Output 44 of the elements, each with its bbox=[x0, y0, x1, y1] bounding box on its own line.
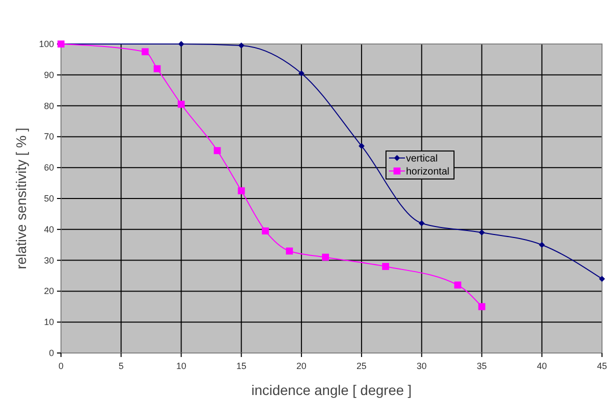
point bbox=[214, 147, 221, 154]
point bbox=[454, 282, 462, 289]
x-tick-label: 10 bbox=[176, 361, 186, 371]
x-tick-label: 15 bbox=[236, 361, 246, 371]
point bbox=[358, 142, 365, 149]
point bbox=[238, 187, 245, 194]
y-tick-label: 30 bbox=[44, 255, 54, 266]
x-axis-title: incidence angle [ degree ] bbox=[251, 382, 412, 398]
y-tick-label: 50 bbox=[44, 194, 54, 204]
y-tick-label: 80 bbox=[44, 100, 54, 111]
point bbox=[599, 276, 605, 282]
point bbox=[142, 48, 149, 56]
point bbox=[154, 65, 161, 72]
y-axis-title: relative sensitivity [ % ] bbox=[13, 128, 29, 270]
x-tick-label: 0 bbox=[58, 361, 64, 371]
legend-label: vertical bbox=[406, 154, 438, 164]
point bbox=[322, 254, 329, 261]
point bbox=[538, 242, 545, 248]
point bbox=[298, 70, 304, 76]
y-tick-label: 100 bbox=[38, 39, 54, 49]
point bbox=[262, 227, 269, 234]
y-tick-label: 40 bbox=[44, 224, 54, 234]
y-tick-label: 60 bbox=[44, 162, 54, 173]
point bbox=[286, 248, 293, 255]
x-tick-label: 35 bbox=[476, 361, 487, 371]
x-tick-label: 5 bbox=[118, 361, 124, 371]
y-tick-label: 20 bbox=[44, 286, 54, 296]
point bbox=[418, 220, 425, 226]
x-tick-label: 45 bbox=[596, 361, 608, 371]
point bbox=[382, 262, 390, 270]
y-tick-label: 70 bbox=[44, 132, 54, 142]
legend-label: horizontal bbox=[406, 166, 450, 178]
x-tick-label: 40 bbox=[536, 361, 547, 371]
point bbox=[178, 41, 184, 47]
point bbox=[478, 229, 485, 236]
point bbox=[478, 303, 486, 310]
point bbox=[238, 42, 244, 49]
x-tick-label: 20 bbox=[296, 361, 306, 371]
x-tick-label: 25 bbox=[356, 361, 367, 371]
y-tick-label: 90 bbox=[44, 70, 54, 80]
x-tick-label: 30 bbox=[416, 361, 427, 371]
point bbox=[178, 100, 185, 108]
y-tick-label: 10 bbox=[44, 317, 54, 328]
y-tick-label: 0 bbox=[48, 348, 54, 358]
